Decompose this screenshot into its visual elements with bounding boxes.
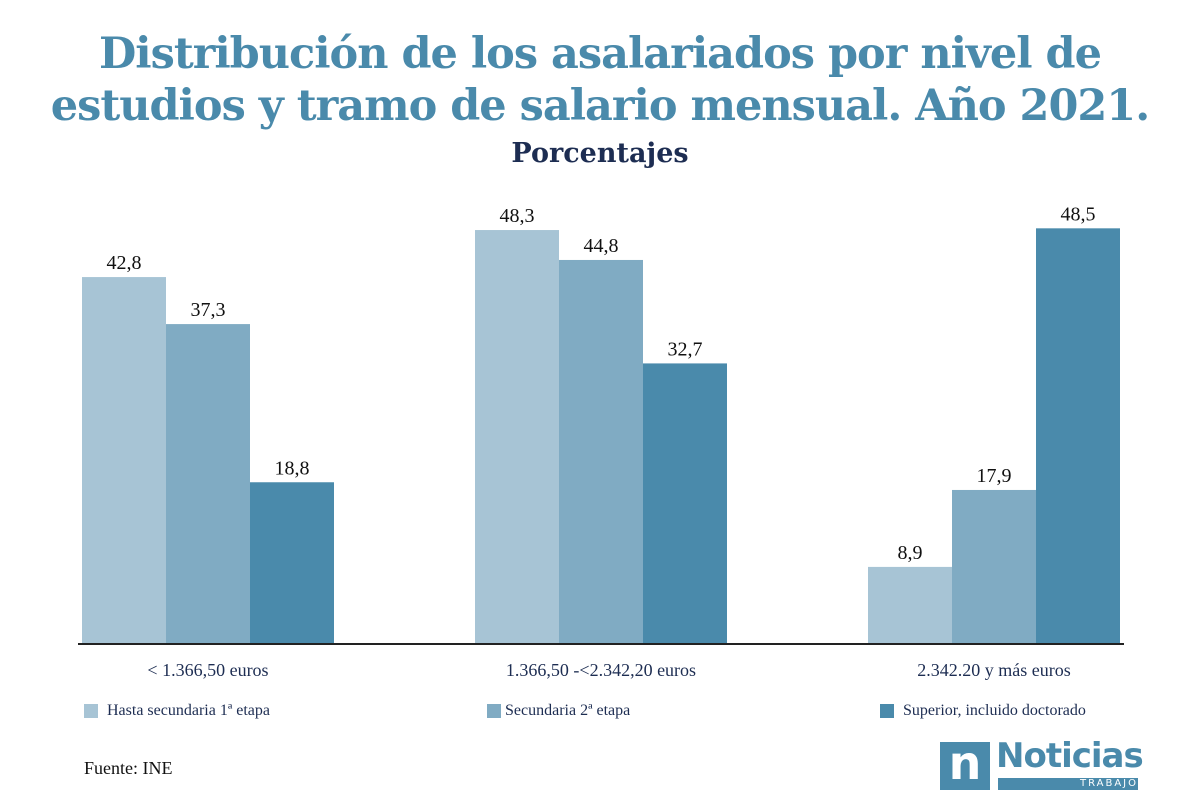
data-label: 44,8 bbox=[584, 235, 619, 257]
bar bbox=[559, 259, 643, 643]
data-label: 37,3 bbox=[191, 299, 226, 321]
legend-swatch bbox=[880, 704, 894, 718]
legend-label: Secundaria 2ª etapa bbox=[505, 702, 631, 719]
logo-wordmark: Noticias bbox=[996, 736, 1144, 776]
bar bbox=[952, 489, 1036, 643]
bar bbox=[475, 230, 559, 643]
x-tick-label: 2.342.20 y más euros bbox=[917, 660, 1070, 680]
bar bbox=[643, 363, 727, 643]
logo-mark: n bbox=[940, 736, 990, 790]
legend-item-hasta-secundaria: Hasta secundaria 1ª etapa bbox=[84, 702, 270, 720]
legend-label: Superior, incluido doctorado bbox=[903, 702, 1086, 719]
legend-label: Hasta secundaria 1ª etapa bbox=[107, 702, 270, 719]
legend-swatch bbox=[487, 704, 501, 718]
logo-subtitle: TRABAJO bbox=[1079, 778, 1138, 789]
data-label: 8,9 bbox=[898, 542, 923, 564]
chart-title: Distribución de los asalariados por nive… bbox=[0, 28, 1200, 132]
x-tick-label: < 1.366,50 euros bbox=[147, 660, 268, 680]
chart-subtitle: Porcentajes bbox=[511, 138, 689, 169]
legend-item-secundaria-2: Secundaria 2ª etapa bbox=[487, 702, 630, 720]
chart-title-line-2: estudios y tramo de salario mensual. Año… bbox=[50, 81, 1150, 131]
data-label: 32,7 bbox=[668, 338, 703, 360]
data-label: 42,8 bbox=[107, 252, 142, 274]
data-label: 17,9 bbox=[977, 465, 1012, 487]
bar bbox=[868, 566, 952, 643]
source-note: Fuente: INE bbox=[84, 758, 173, 778]
bar bbox=[166, 324, 250, 643]
logo-bar bbox=[998, 778, 1138, 790]
logo-mark-letter: n bbox=[948, 736, 982, 790]
bar bbox=[1036, 228, 1120, 643]
noticias-trabajo-logo: n Noticias TRABAJO bbox=[940, 736, 1144, 792]
legend-item-superior: Superior, incluido doctorado bbox=[880, 702, 1086, 720]
legend-swatch bbox=[84, 704, 98, 718]
chart-legend: Hasta secundaria 1ª etapa Secundaria 2ª … bbox=[0, 702, 1200, 722]
data-label: 18,8 bbox=[275, 457, 310, 479]
x-tick-label: 1.366,50 -<2.342,20 euros bbox=[506, 660, 696, 680]
data-label: 48,3 bbox=[500, 205, 535, 227]
chart-title-line-1: Distribución de los asalariados por nive… bbox=[99, 29, 1102, 79]
data-label: 48,5 bbox=[1061, 203, 1096, 225]
bar bbox=[82, 277, 166, 643]
bar bbox=[250, 482, 334, 643]
bar-chart: 42,8 37,3 18,8 < 1.366,50 euros 48,3 44,8 32,7… bbox=[78, 203, 1124, 680]
